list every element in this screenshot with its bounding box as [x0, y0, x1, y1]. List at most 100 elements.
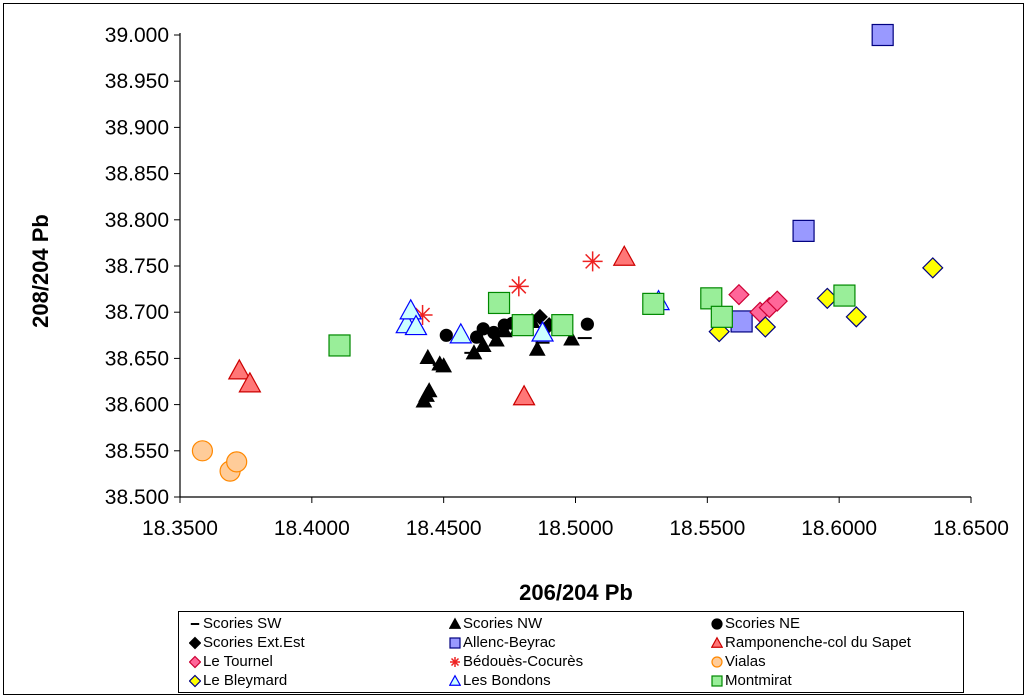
y-axis-label: 208/204 Pb — [28, 214, 53, 328]
x-tick-label: 18.5000 — [538, 517, 614, 540]
data-point — [845, 306, 868, 328]
legend-marker-icon — [449, 674, 461, 686]
data-point — [563, 330, 580, 346]
legend-marker — [711, 674, 723, 687]
legend-marker-icon — [450, 656, 460, 667]
x-axis-label: 206/204 Pb — [519, 580, 633, 605]
data-point — [449, 322, 473, 344]
x-tick-label: 18.6000 — [801, 517, 877, 540]
data-point — [511, 314, 534, 337]
data-point — [399, 298, 423, 320]
legend-marker — [450, 656, 460, 667]
legend-label: Allenc-Beyrac — [463, 634, 556, 651]
data-point — [487, 325, 501, 340]
chart-frame — [3, 3, 1024, 695]
data-point — [191, 440, 214, 462]
data-point — [871, 23, 894, 47]
data-point — [420, 382, 438, 398]
data-point — [531, 308, 548, 325]
legend-item: Montmirat — [711, 671, 961, 690]
x-tick-label: 18.4500 — [406, 517, 482, 540]
legend-item: Les Bondons — [449, 671, 711, 690]
data-point — [465, 344, 483, 360]
series-montmirat — [328, 284, 856, 357]
legend-label: Montmirat — [725, 672, 792, 689]
data-point — [226, 451, 248, 473]
x-tick-label: 18.4000 — [274, 517, 350, 540]
legend-label: Le Tournel — [203, 653, 273, 670]
legend-marker-icon — [711, 655, 723, 668]
legend-marker — [449, 617, 461, 629]
y-tick-label: 38.950 — [105, 70, 169, 93]
data-points — [191, 23, 944, 482]
data-point — [700, 287, 723, 310]
data-point — [419, 348, 437, 365]
legend-label: Les Bondons — [463, 672, 551, 689]
y-tick-label: 38.500 — [105, 486, 169, 509]
legend-marker-icon — [189, 636, 201, 649]
data-point — [612, 245, 636, 266]
data-point — [792, 219, 815, 242]
legend-item: Le Bleymard — [189, 671, 449, 690]
legend-marker-icon — [190, 622, 200, 625]
legend-item: Scories NE — [711, 614, 961, 633]
legend-label: Ramponenche-col du Sapet — [725, 634, 911, 651]
legend-marker — [449, 674, 461, 686]
legend-marker — [711, 636, 723, 648]
legend-marker — [189, 655, 201, 668]
legend-item: Bédouès-Cocurès — [449, 652, 711, 671]
data-point — [528, 340, 546, 356]
data-point — [728, 283, 750, 306]
legend-item: Scories SW — [189, 614, 449, 633]
legend-label: Bédouès-Cocurès — [463, 653, 584, 670]
x-tick-label: 18.6500 — [933, 517, 1009, 540]
y-tick-label: 38.800 — [105, 209, 169, 232]
data-point — [508, 276, 529, 297]
legend-marker — [189, 674, 201, 687]
legend-marker-icon — [449, 617, 461, 629]
series-ramponenche-col-du-sapet — [227, 245, 636, 406]
legend-item: Scories Ext.Est — [189, 633, 449, 652]
legend-item: Scories NW — [449, 614, 711, 633]
data-point — [487, 291, 511, 315]
data-point — [582, 251, 603, 272]
legend-marker-icon — [711, 674, 723, 687]
legend-marker — [449, 636, 461, 649]
series-le-tournel — [728, 283, 788, 323]
y-tick-label: 38.600 — [105, 394, 169, 417]
y-tick-label: 38.550 — [105, 440, 169, 463]
legend-marker-icon — [449, 636, 461, 649]
legend-marker — [711, 617, 723, 630]
x-tick-label: 18.3500 — [142, 517, 218, 540]
y-tick-label: 38.750 — [105, 255, 169, 278]
data-point — [551, 314, 574, 337]
legend-marker-icon — [189, 655, 201, 668]
legend-item: Vialas — [711, 652, 961, 671]
legend-item: Le Tournel — [189, 652, 449, 671]
y-tick-label: 39.000 — [105, 24, 169, 47]
legend-label: Scories SW — [203, 615, 282, 632]
legend-marker-icon — [189, 674, 201, 687]
data-point — [766, 290, 788, 312]
data-point — [512, 384, 536, 406]
data-point — [730, 310, 753, 333]
series-allenc-beyrac — [730, 23, 894, 333]
series-vialas — [191, 440, 248, 482]
legend-marker-icon — [711, 636, 723, 648]
legend-item: Ramponenche-col du Sapet — [711, 633, 961, 652]
x-tick-label: 18.5500 — [669, 517, 745, 540]
legend-label: Scories NE — [725, 615, 801, 632]
legend-label: Le Bleymard — [203, 672, 288, 689]
legend: Scories SW Scories NW Scories NE Scories Ex… — [178, 611, 964, 693]
data-point — [238, 371, 262, 393]
data-point — [580, 317, 594, 331]
data-point — [833, 284, 856, 307]
y-tick-label: 38.650 — [105, 347, 169, 370]
series-b-dou-s-cocur-s — [412, 251, 603, 325]
data-point — [531, 320, 555, 342]
legend-label: Vialas — [725, 653, 766, 670]
y-tick-label: 38.850 — [105, 163, 169, 186]
axes: 38.500 38.550 38.600 38.650 38.700 38.750 38.8… — [105, 24, 1009, 540]
series-le-bleymard — [708, 257, 944, 343]
